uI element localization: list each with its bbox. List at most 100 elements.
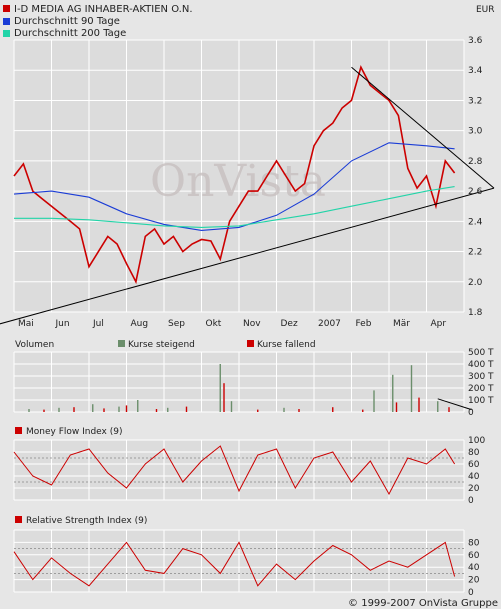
volume-bar-up	[58, 407, 60, 412]
y-tick-label: 0	[468, 496, 474, 506]
volume-bar-up	[283, 407, 285, 412]
volume-bar-down	[43, 409, 45, 412]
y-tick-label: 2.4	[468, 217, 483, 227]
rsi-line	[13, 541, 456, 587]
legend-swatch-vol-down	[247, 340, 254, 347]
y-tick-label: 20	[468, 484, 480, 494]
mfi-grid	[13, 439, 465, 501]
legend-swatch-mfi	[15, 427, 22, 434]
volume-bar-down	[362, 409, 364, 412]
y-tick-label: 400 T	[468, 360, 494, 370]
volume-bar-up	[230, 401, 233, 412]
y-tick-label: 60	[468, 460, 480, 470]
volume-bar-down	[223, 383, 225, 412]
price-series-layer	[0, 65, 495, 325]
x-tick-label: Nov	[243, 319, 261, 329]
y-tick-label: 3.0	[468, 127, 483, 137]
x-tick-label: Mär	[393, 319, 410, 329]
rsi-grid	[13, 529, 465, 593]
mfi-title: Money Flow Index (9)	[26, 427, 123, 437]
x-tick-label: Aug	[131, 319, 149, 329]
price-y-axis: 1.8 2.0 2.2 2.4 2.6 2.8 3.0 3.2 3.4 3.6	[468, 36, 483, 318]
volume-bar-up	[118, 406, 120, 412]
price-line	[13, 65, 456, 285]
legend-label-vol-down: Kurse fallend	[257, 340, 316, 350]
volume-bar-down	[155, 409, 158, 412]
y-tick-label: 80	[468, 448, 480, 458]
volume-bar-up	[410, 365, 413, 412]
x-tick-label: Dez	[281, 319, 298, 329]
volume-trendline	[437, 398, 472, 411]
y-tick-label: 0	[468, 408, 474, 418]
x-tick-label: Jul	[92, 319, 104, 329]
y-tick-label: 80	[468, 538, 480, 548]
rsi-title: Relative Strength Index (9)	[26, 516, 147, 526]
x-tick-label: Jun	[55, 319, 70, 329]
rsi-series-layer	[13, 541, 456, 587]
legend-swatch-ma200	[3, 30, 10, 37]
ma200-line	[14, 186, 455, 228]
volume-bar-down	[125, 405, 128, 412]
rsi-y-axis: 0 20 40 60 80	[468, 538, 480, 598]
legend-swatch-ma90	[3, 18, 10, 25]
volume-bar-down	[448, 407, 450, 412]
mfi-y-axis: 0 20 40 60 80 100	[468, 436, 485, 506]
volume-bar-down	[185, 406, 188, 412]
x-tick-label: Mai	[18, 319, 34, 329]
volume-bar-down	[395, 402, 398, 412]
y-tick-label: 40	[468, 472, 480, 482]
volume-bar-down	[418, 397, 420, 412]
legend-swatch-vol-up	[118, 340, 125, 347]
y-tick-label: 100 T	[468, 396, 494, 406]
x-tick-label: Feb	[356, 319, 372, 329]
mfi-series-layer	[13, 445, 456, 496]
mfi-line	[13, 445, 456, 496]
y-tick-label: 3.4	[468, 66, 483, 76]
y-tick-label: 3.6	[468, 36, 483, 46]
ma90-line	[13, 142, 455, 231]
volume-title: Volumen	[15, 340, 54, 350]
y-tick-label: 3.2	[468, 96, 482, 106]
volume-bar-up	[28, 409, 30, 412]
legend-swatch-price	[3, 5, 10, 12]
volume-bar-down	[257, 409, 259, 412]
y-tick-label: 1.8	[468, 308, 483, 318]
volume-bar-up	[167, 407, 169, 412]
x-tick-label: Apr	[431, 319, 447, 329]
y-tick-label: 60	[468, 551, 480, 561]
trendline	[0, 187, 495, 325]
trendline	[351, 66, 495, 189]
volume-bar-up	[137, 400, 139, 412]
volume-panel: Volumen Kurse steigend Kurse fallend 500…	[13, 340, 494, 418]
volume-bar-down	[298, 409, 300, 412]
price-panel: OnVista 1.8 2.0 2.2 2.4 2.6 2.8 3.0 3.2 3.4 3.6 M…	[0, 36, 495, 329]
copyright: © 1999-2007 OnVista Gruppe	[348, 598, 498, 609]
x-tick-label: Sep	[168, 319, 185, 329]
rsi-panel: Relative Strength Index (9) 0 20 40 60 80	[13, 516, 480, 598]
volume-grid	[13, 351, 465, 413]
header-legend: I-D MEDIA AG INHABER-AKTIEN O.N. Durchsc…	[3, 4, 193, 39]
volume-bars-layer	[28, 364, 472, 412]
watermark: OnVista	[150, 156, 326, 207]
y-tick-label: 200 T	[468, 384, 494, 394]
y-tick-label: 2.2	[468, 248, 482, 258]
legend-label-vol-up: Kurse steigend	[128, 340, 195, 350]
legend-label-price: I-D MEDIA AG INHABER-AKTIEN O.N.	[14, 4, 193, 15]
y-tick-label: 500 T	[468, 348, 494, 358]
volume-bar-up	[392, 374, 394, 412]
y-tick-label: 2.8	[468, 157, 483, 167]
volume-bar-down	[332, 407, 334, 412]
legend-swatch-rsi	[15, 516, 22, 523]
x-tick-label: 2007	[318, 319, 341, 329]
currency-label: EUR	[476, 5, 495, 15]
y-tick-label: 40	[468, 563, 480, 573]
y-tick-label: 2.0	[468, 278, 483, 288]
y-tick-label: 20	[468, 576, 480, 586]
volume-y-axis: 500 T 400 T 300 T 200 T 100 T 0	[468, 348, 494, 418]
mfi-panel: Money Flow Index (9) 0 20 40 60 80 100	[13, 427, 485, 506]
volume-bar-up	[437, 401, 439, 412]
legend-label-ma200: Durchschnitt 200 Tage	[14, 28, 126, 39]
x-tick-label: Okt	[206, 319, 222, 329]
price-x-axis: Mai Jun Jul Aug Sep Okt Nov Dez 2007 Feb Mär Apr	[18, 319, 446, 329]
